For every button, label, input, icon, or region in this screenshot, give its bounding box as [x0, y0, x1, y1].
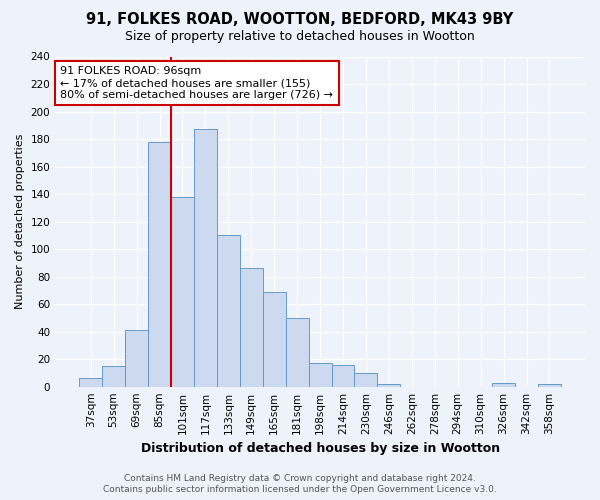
Bar [217, 236, 240, 386]
Bar [492, 382, 515, 386]
Bar [79, 378, 102, 386]
Bar [538, 384, 561, 386]
Bar [286, 318, 308, 386]
Bar [171, 197, 194, 386]
Bar [125, 330, 148, 386]
Bar [377, 384, 400, 386]
Bar [308, 364, 332, 386]
Y-axis label: Number of detached properties: Number of detached properties [15, 134, 25, 310]
Bar [102, 366, 125, 386]
Bar [194, 130, 217, 386]
Bar [355, 373, 377, 386]
Text: Size of property relative to detached houses in Wootton: Size of property relative to detached ho… [125, 30, 475, 43]
Text: 91 FOLKES ROAD: 96sqm
← 17% of detached houses are smaller (155)
80% of semi-det: 91 FOLKES ROAD: 96sqm ← 17% of detached … [61, 66, 334, 100]
Text: 91, FOLKES ROAD, WOOTTON, BEDFORD, MK43 9BY: 91, FOLKES ROAD, WOOTTON, BEDFORD, MK43 … [86, 12, 514, 28]
Bar [263, 292, 286, 386]
Bar [332, 364, 355, 386]
Bar [148, 142, 171, 386]
Text: Contains HM Land Registry data © Crown copyright and database right 2024.
Contai: Contains HM Land Registry data © Crown c… [103, 474, 497, 494]
Bar [240, 268, 263, 386]
X-axis label: Distribution of detached houses by size in Wootton: Distribution of detached houses by size … [140, 442, 500, 455]
